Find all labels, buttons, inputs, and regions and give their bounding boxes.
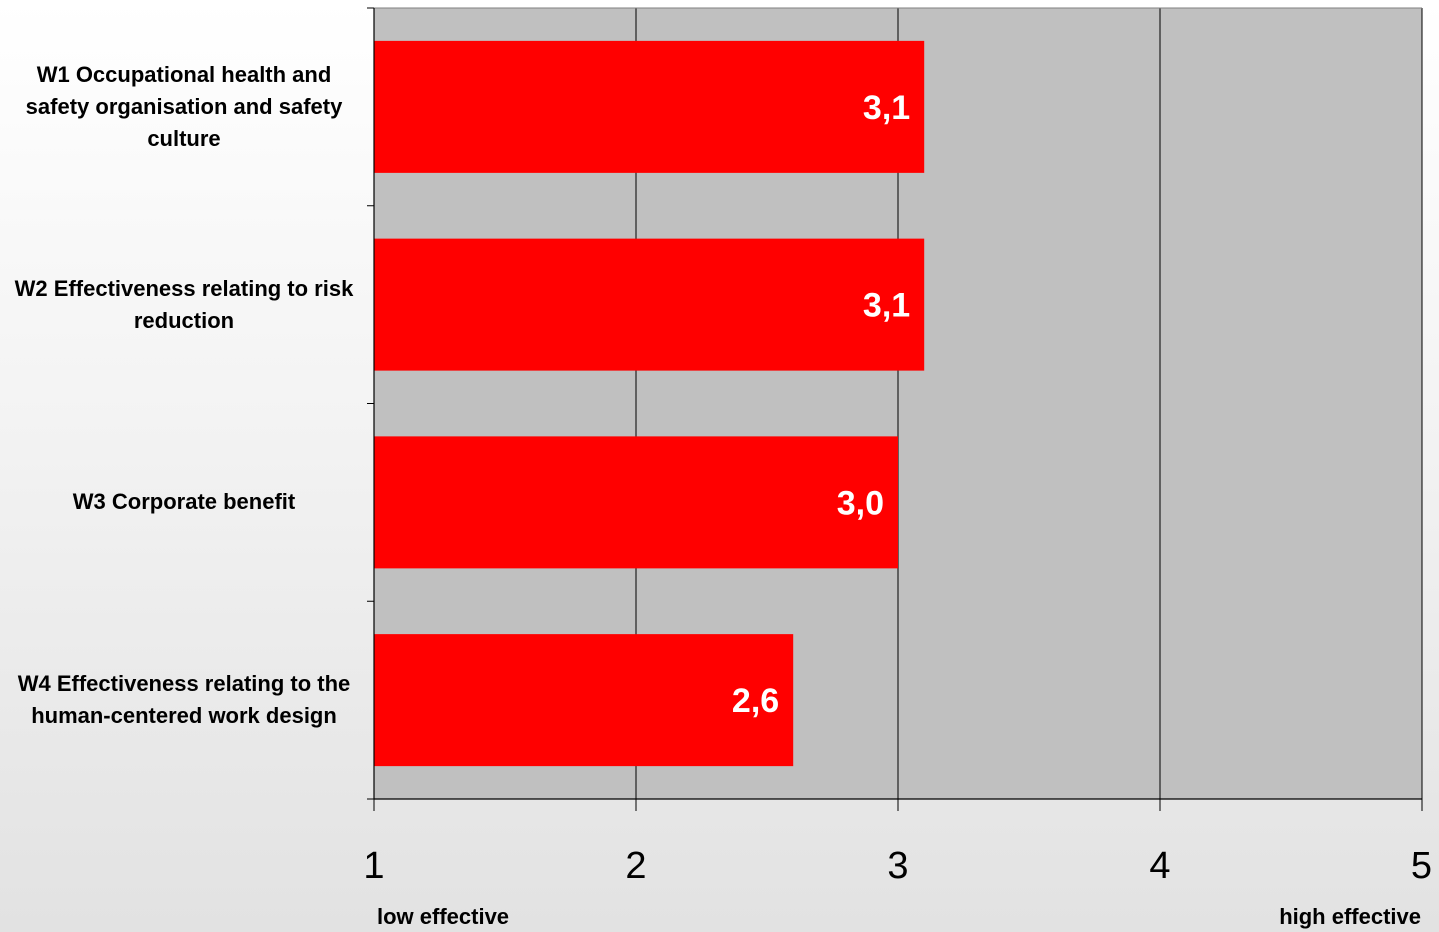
x-tick-label-1: 1 [363,845,384,887]
value-label-2: 3,1 [863,287,910,325]
category-label-3: W3 Corporate benefit [72,489,296,514]
value-label-3: 3,0 [837,484,884,522]
bar-1 [374,40,925,173]
bar-4 [374,634,794,767]
low-effective-label: low effective [377,904,510,929]
bar-3 [374,436,898,569]
bars: 3,1 3,1 3,0 2,6 [374,40,925,767]
tick-labels: 1 2 3 4 5 [363,845,1432,887]
x-tick-label-3: 3 [887,845,908,887]
x-tick-label-4: 4 [1149,845,1170,887]
high-effective-label: high effective [1279,904,1421,929]
value-label-4: 2,6 [732,682,779,720]
value-label-1: 3,1 [863,89,910,127]
x-tick-label-5: 5 [1411,845,1432,887]
category-label-1: W1 Occupational health and safety organi… [25,62,343,151]
category-label-2: W2 Effectiveness relating to risk reduct… [14,276,354,333]
category-label-4: W4 Effectiveness relating to the human-c… [17,671,351,728]
axes [367,7,1423,811]
bar-2 [374,238,925,371]
x-tick-label-2: 2 [625,845,646,887]
